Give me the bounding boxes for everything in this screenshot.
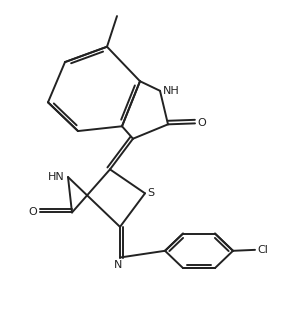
Text: N: N bbox=[114, 260, 123, 270]
Text: Cl: Cl bbox=[257, 245, 268, 255]
Text: HN: HN bbox=[48, 172, 65, 182]
Text: O: O bbox=[198, 118, 206, 128]
Text: O: O bbox=[29, 207, 38, 218]
Text: S: S bbox=[147, 188, 154, 198]
Text: NH: NH bbox=[163, 86, 180, 96]
